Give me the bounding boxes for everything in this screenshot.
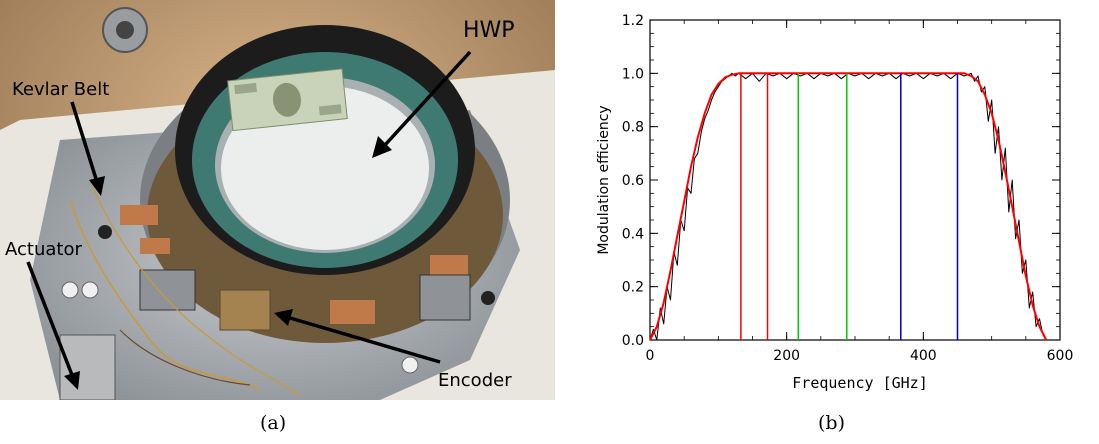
label-hwp: HWP bbox=[463, 18, 515, 43]
label-actuator: Actuator bbox=[5, 239, 82, 260]
y-axis-label: Modulation efficiency bbox=[596, 105, 612, 254]
arrow-kevlar-belt bbox=[70, 101, 99, 183]
arrow-actuator bbox=[26, 261, 74, 376]
y-tick-label: 0.0 bbox=[622, 333, 644, 349]
arrow-encoder bbox=[289, 316, 441, 364]
caption-b: (b) bbox=[818, 412, 845, 434]
caption-a: (a) bbox=[260, 412, 287, 434]
actuator-cylinder bbox=[59, 334, 116, 400]
hwp-plate bbox=[221, 86, 429, 250]
x-axis-label: Frequency [GHz] bbox=[792, 374, 927, 392]
mechanism-left bbox=[139, 269, 196, 311]
label-kevlar-belt: Kevlar Belt bbox=[12, 79, 109, 100]
series-line-0 bbox=[649, 72, 1047, 341]
copper-block-left bbox=[120, 205, 158, 225]
arrow-hwp bbox=[383, 50, 472, 147]
label-encoder: Encoder bbox=[438, 370, 512, 391]
dollar-bill bbox=[227, 68, 348, 132]
x-tick-label: 200 bbox=[773, 348, 800, 364]
series-line-1 bbox=[649, 72, 1048, 341]
y-tick-label: 0.2 bbox=[622, 280, 644, 296]
y-tick-label: 1.0 bbox=[622, 66, 644, 82]
x-tick-label: 600 bbox=[1047, 348, 1074, 364]
wires bbox=[69, 199, 261, 391]
x-tick-label: 400 bbox=[910, 348, 937, 364]
copper-block-right bbox=[430, 255, 468, 275]
x-tick-label: 0 bbox=[646, 348, 655, 364]
hwp-photo: HWP Kevlar Belt Actuator Encoder bbox=[0, 0, 555, 400]
y-tick-label: 1.2 bbox=[622, 13, 644, 29]
y-tick-label: 0.6 bbox=[622, 173, 644, 189]
y-tick-label: 0.4 bbox=[622, 226, 644, 242]
plot-frame bbox=[649, 19, 1061, 341]
copper-block-bottom bbox=[330, 300, 375, 324]
encoder-board bbox=[219, 289, 271, 331]
modulation-efficiency-chart: 0.0 0.2 0.4 0.6 0.8 1.0 1.2 0 200 400 600 Modulati… bbox=[596, 13, 1074, 392]
mechanism-right bbox=[419, 274, 471, 321]
y-tick-label: 0.8 bbox=[622, 120, 644, 136]
